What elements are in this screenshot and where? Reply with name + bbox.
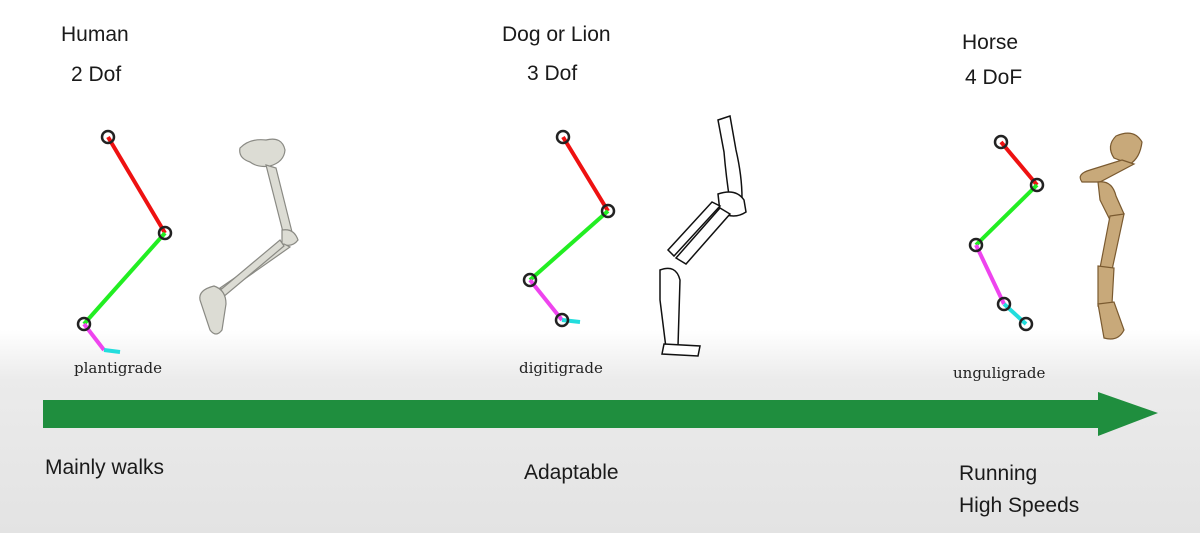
dog-title: Dog or Lion (502, 23, 611, 46)
horse-hoof-segment (1002, 302, 1028, 326)
horse-cannon-segment (974, 244, 1006, 305)
human-knee-joint (157, 225, 173, 241)
plantigrade-label: plantigrade (74, 359, 163, 377)
human-shin-segment (82, 231, 167, 326)
dog-toe-joint (554, 312, 570, 328)
unguligrade-label: unguligrade (953, 364, 1046, 382)
horse-leg-chain (968, 134, 1045, 332)
dog-toe-segment (561, 318, 581, 324)
dog-thigh-segment (561, 135, 610, 213)
dog-trait: Adaptable (524, 461, 619, 484)
dog-shin-segment (528, 209, 610, 282)
human-dof: 2 Dof (71, 63, 122, 86)
dog-hip-joint (555, 129, 571, 145)
dog-knee-joint (600, 203, 616, 219)
human-trait: Mainly walks (45, 456, 165, 479)
human-hip-joint (100, 129, 116, 145)
dog-leg-chain (522, 129, 616, 328)
dog-dof: 3 Dof (527, 62, 578, 85)
dog-ankle-joint (522, 272, 538, 288)
human-leg-skeleton-icon (199, 138, 299, 335)
horse-thigh-segment (999, 140, 1039, 187)
horse-trait: Running (959, 462, 1038, 485)
human-title: Human (61, 23, 129, 46)
dog-leg-skeleton-icon (659, 115, 747, 357)
horse-title: Horse (962, 31, 1019, 54)
horse-knee-joint (1029, 177, 1045, 193)
dog-foot-segment (528, 278, 564, 322)
human-ankle-joint (76, 316, 92, 332)
horse-hoof-joint (1018, 316, 1034, 332)
horse-trait-2: High Speeds (959, 494, 1080, 517)
horse-hock-joint (968, 237, 984, 253)
horse-leg-skeleton-icon (1079, 132, 1143, 340)
horse-fetlock-joint (996, 296, 1012, 312)
human-toe-segment (103, 348, 121, 354)
progression-arrow (43, 392, 1158, 436)
horse-dof: 4 DoF (965, 66, 1023, 89)
digitigrade-label: digitigrade (519, 359, 603, 377)
horse-hip-joint (993, 134, 1009, 150)
horse-shin-segment (974, 183, 1039, 247)
human-thigh-segment (106, 135, 167, 235)
human-leg-chain (76, 129, 173, 354)
